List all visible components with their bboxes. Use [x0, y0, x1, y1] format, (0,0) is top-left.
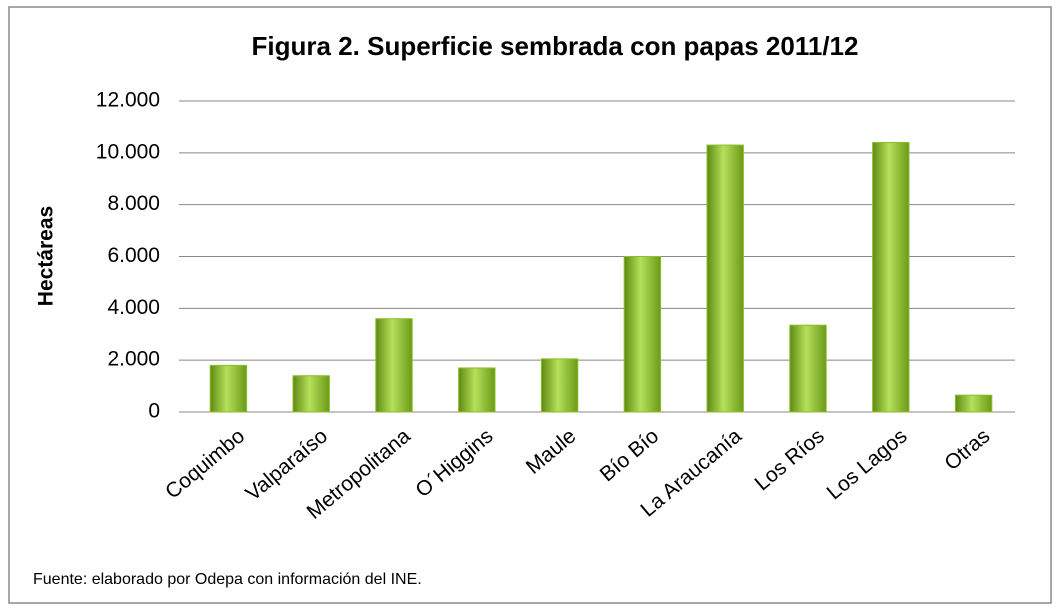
y-tick-label: 4.000: [107, 296, 160, 319]
bar: [706, 144, 744, 413]
y-tick-label: 8.000: [107, 192, 160, 215]
bar: [458, 367, 496, 413]
y-tick-label: 6.000: [107, 244, 160, 267]
bar: [872, 141, 910, 413]
bar: [209, 364, 248, 413]
bar: [540, 358, 579, 413]
y-tick-label: 10.000: [96, 140, 160, 163]
chart-title: Figura 2. Superficie sembrada con papas …: [252, 31, 859, 61]
y-tick-label: 0: [148, 400, 160, 423]
y-tick-label: 2.000: [107, 348, 160, 371]
y-axis-label: Hectáreas: [35, 206, 58, 306]
bar: [375, 318, 413, 413]
source-note: Fuente: elaborado por Odepa con informac…: [33, 571, 422, 588]
bar: [292, 375, 330, 413]
bar: [789, 324, 827, 413]
bar: [623, 256, 662, 413]
y-tick-label: 12.000: [96, 89, 160, 112]
bar: [954, 394, 993, 413]
